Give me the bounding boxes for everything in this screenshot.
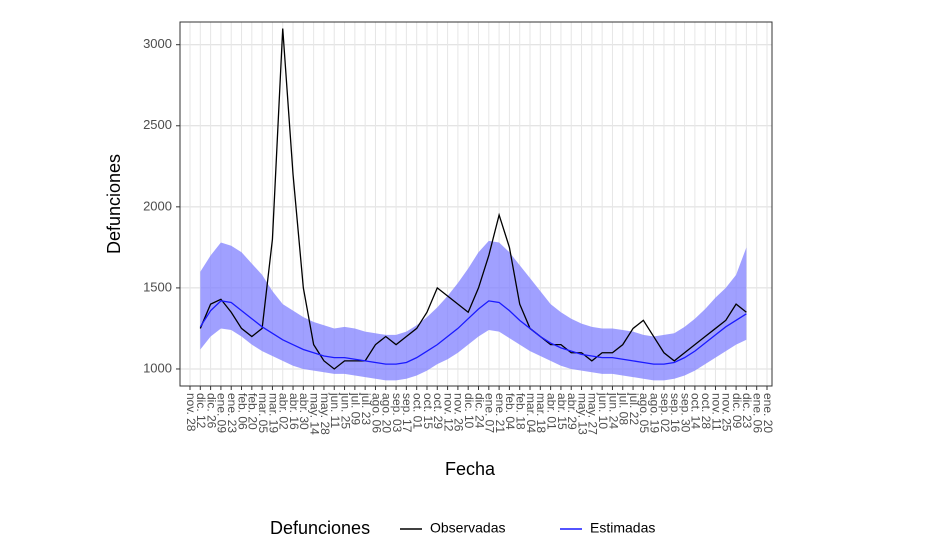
x-tick-label: ago. 05	[637, 393, 651, 433]
legend-label: Observadas	[430, 520, 505, 536]
x-tick-label: abr. 15	[555, 393, 569, 430]
x-tick-label: abr. 01	[544, 393, 558, 430]
x-tick-label: ene. 09	[215, 393, 229, 433]
x-tick-label: ene. 06	[751, 393, 765, 433]
x-tick-label: ago. 06	[369, 393, 383, 433]
x-tick-label: sep. 30	[678, 393, 692, 433]
x-tick-label: nov. 26	[452, 393, 466, 432]
x-tick-label: may. 13	[575, 393, 589, 435]
x-tick-label: sep. 17	[400, 393, 414, 433]
x-tick-label: may. 28	[318, 393, 332, 435]
x-tick-label: oct. 01	[411, 393, 425, 429]
y-tick-label: 3000	[143, 36, 172, 51]
x-tick-label: dic. 10	[462, 393, 476, 429]
x-tick-label: mar. 04	[524, 393, 538, 433]
x-tick-label: mar. 05	[256, 393, 270, 433]
x-tick-label: nov. 12	[441, 393, 455, 432]
x-tick-label: feb. 20	[246, 393, 260, 430]
x-tick-label: abr. 30	[297, 393, 311, 430]
x-tick-label: dic. 24	[472, 393, 486, 429]
x-tick-label: may. 14	[307, 393, 321, 435]
x-tick-label: oct. 29	[431, 393, 445, 429]
x-tick-label: jul. 08	[617, 392, 631, 425]
x-axis-title: Fecha	[445, 459, 496, 479]
x-tick-label: sep. 03	[390, 393, 404, 433]
x-tick-label: ago. 19	[647, 393, 661, 433]
y-tick-label: 1000	[143, 360, 172, 375]
x-tick-label: nov. 25	[720, 393, 734, 432]
x-tick-label: ene. 21	[493, 393, 507, 433]
x-tick-label: ene. 23	[225, 393, 239, 433]
x-tick-label: dic. 23	[740, 393, 754, 429]
x-tick-label: jul. 23	[359, 392, 373, 425]
x-tick-label: feb. 04	[503, 393, 517, 430]
x-tick-label: mar. 18	[534, 393, 548, 433]
x-tick-label: jun. 10	[596, 392, 610, 429]
x-tick-label: feb. 06	[235, 393, 249, 430]
x-tick-label: jul. 22	[627, 392, 641, 425]
x-tick-label: may. 27	[586, 393, 600, 435]
x-tick-label: nov. 28	[184, 393, 198, 432]
panel-border	[179, 21, 773, 387]
x-tick-label: ene. 07	[483, 393, 497, 433]
legend-title: Defunciones	[270, 518, 370, 538]
x-tick-label: oct. 28	[699, 393, 713, 429]
x-tick-label: abr. 29	[565, 393, 579, 430]
legend-label: Estimadas	[590, 520, 655, 536]
y-axis-title: Defunciones	[104, 154, 124, 254]
x-tick-label: mar. 19	[266, 393, 280, 433]
series-line	[199, 28, 747, 370]
x-tick-label: ago. 20	[380, 393, 394, 433]
x-tick-label: sep. 02	[658, 393, 672, 433]
x-tick-label: jun. 24	[606, 392, 620, 429]
x-tick-label: ene. 20	[761, 393, 775, 433]
x-tick-label: feb. 18	[514, 393, 528, 430]
confidence-band	[200, 240, 747, 381]
x-tick-label: dic. 09	[730, 393, 744, 429]
x-tick-label: abr. 02	[277, 393, 291, 430]
series-line	[199, 300, 747, 365]
x-tick-label: jun. 25	[338, 392, 352, 429]
x-tick-label: abr. 16	[287, 393, 301, 430]
y-tick-label: 2500	[143, 117, 172, 132]
x-tick-label: dic. 26	[204, 393, 218, 429]
y-tick-label: 2000	[143, 198, 172, 213]
x-tick-label: nov. 11	[709, 393, 723, 431]
x-tick-label: jun. 11	[328, 392, 342, 428]
x-tick-label: sep. 16	[668, 393, 682, 433]
x-tick-label: jul. 09	[349, 392, 363, 425]
y-tick-label: 1500	[143, 279, 172, 294]
x-tick-label: oct. 15	[421, 393, 435, 429]
x-tick-label: oct. 14	[689, 393, 703, 429]
x-tick-label: dic. 12	[194, 393, 208, 429]
